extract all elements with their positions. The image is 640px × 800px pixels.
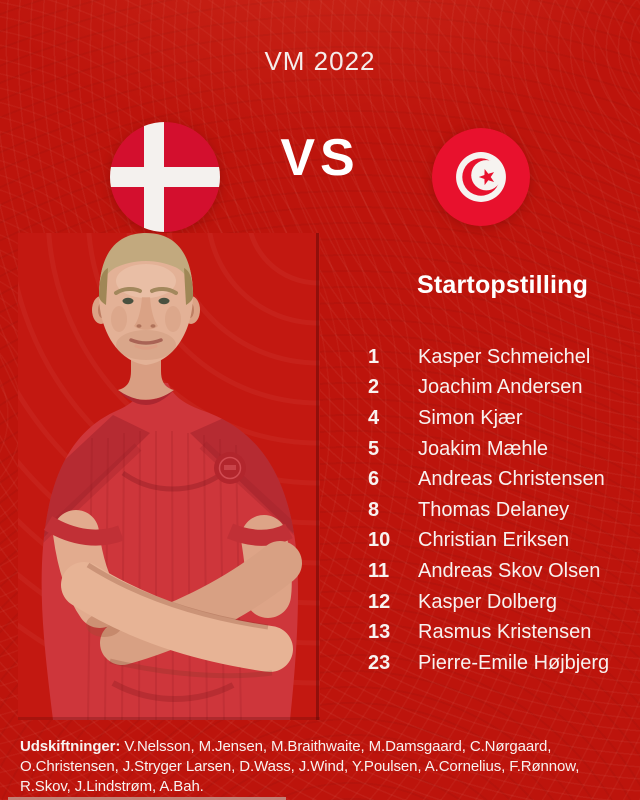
player-name: Kasper Schmeichel	[418, 345, 591, 368]
player-number: 4	[368, 406, 380, 429]
substitutes-text: Udskiftninger: V.Nelsson, M.Jensen, M.Br…	[20, 737, 618, 797]
player-name: Andreas Skov Olsen	[418, 559, 601, 582]
lineup-row: 6 Andreas Christensen	[368, 464, 630, 495]
lineup-row: 13 Rasmus Kristensen	[368, 617, 630, 648]
player-number: 11	[368, 559, 390, 582]
lineup-row: 5 Joakim Mæhle	[368, 434, 630, 465]
page-title: VM 2022	[264, 46, 376, 76]
player-number: 12	[368, 590, 391, 613]
lineup-row: 11 Andreas Skov Olsen	[368, 556, 630, 587]
tunisia-flag-icon	[432, 128, 530, 226]
player-photo-svg	[18, 233, 320, 720]
lineup-list: 1 Kasper Schmeichel 2 Joachim Andersen 4…	[368, 342, 630, 679]
vs-label: VS	[280, 129, 360, 187]
player-number: 2	[368, 376, 380, 399]
player-name: Rasmus Kristensen	[418, 621, 592, 644]
player-number: 5	[368, 437, 380, 460]
player-name: Andreas Christensen	[418, 468, 605, 491]
lineup-heading: Startopstilling	[417, 271, 589, 299]
player-name: Joachim Andersen	[418, 376, 583, 399]
lineup-row: 8 Thomas Delaney	[368, 495, 630, 526]
player-name: Christian Eriksen	[418, 529, 570, 552]
player-number: 6	[368, 468, 380, 491]
player-number: 8	[368, 498, 380, 521]
player-number: 1	[368, 345, 380, 368]
lineup-row: 1 Kasper Schmeichel	[368, 342, 630, 373]
tunisia-flag-svg	[432, 128, 530, 226]
player-photo	[18, 233, 320, 720]
player-name: Pierre-Emile Højbjerg	[418, 651, 610, 674]
denmark-flag-svg	[110, 122, 220, 232]
player-number: 23	[368, 651, 391, 674]
player-name: Kasper Dolberg	[418, 590, 557, 613]
bottom-edge-strip	[8, 797, 286, 800]
lineup-row: 4 Simon Kjær	[368, 403, 630, 434]
player-number: 10	[368, 529, 391, 552]
lineup-row: 2 Joachim Andersen	[368, 373, 630, 404]
lineup-row: 12 Kasper Dolberg	[368, 587, 630, 618]
player-name: Thomas Delaney	[418, 498, 570, 521]
player-name: Joakim Mæhle	[418, 437, 549, 460]
substitutes-label: Udskiftninger:	[20, 738, 121, 755]
denmark-flag-icon	[110, 122, 220, 232]
substitutes-names: V.Nelsson, M.Jensen, M.Braithwaite, M.Da…	[20, 738, 580, 795]
player-number: 13	[368, 621, 391, 644]
player-name: Simon Kjær	[418, 406, 523, 429]
lineup-row: 23 Pierre-Emile Højbjerg	[368, 648, 630, 679]
lineup-row: 10 Christian Eriksen	[368, 526, 630, 557]
